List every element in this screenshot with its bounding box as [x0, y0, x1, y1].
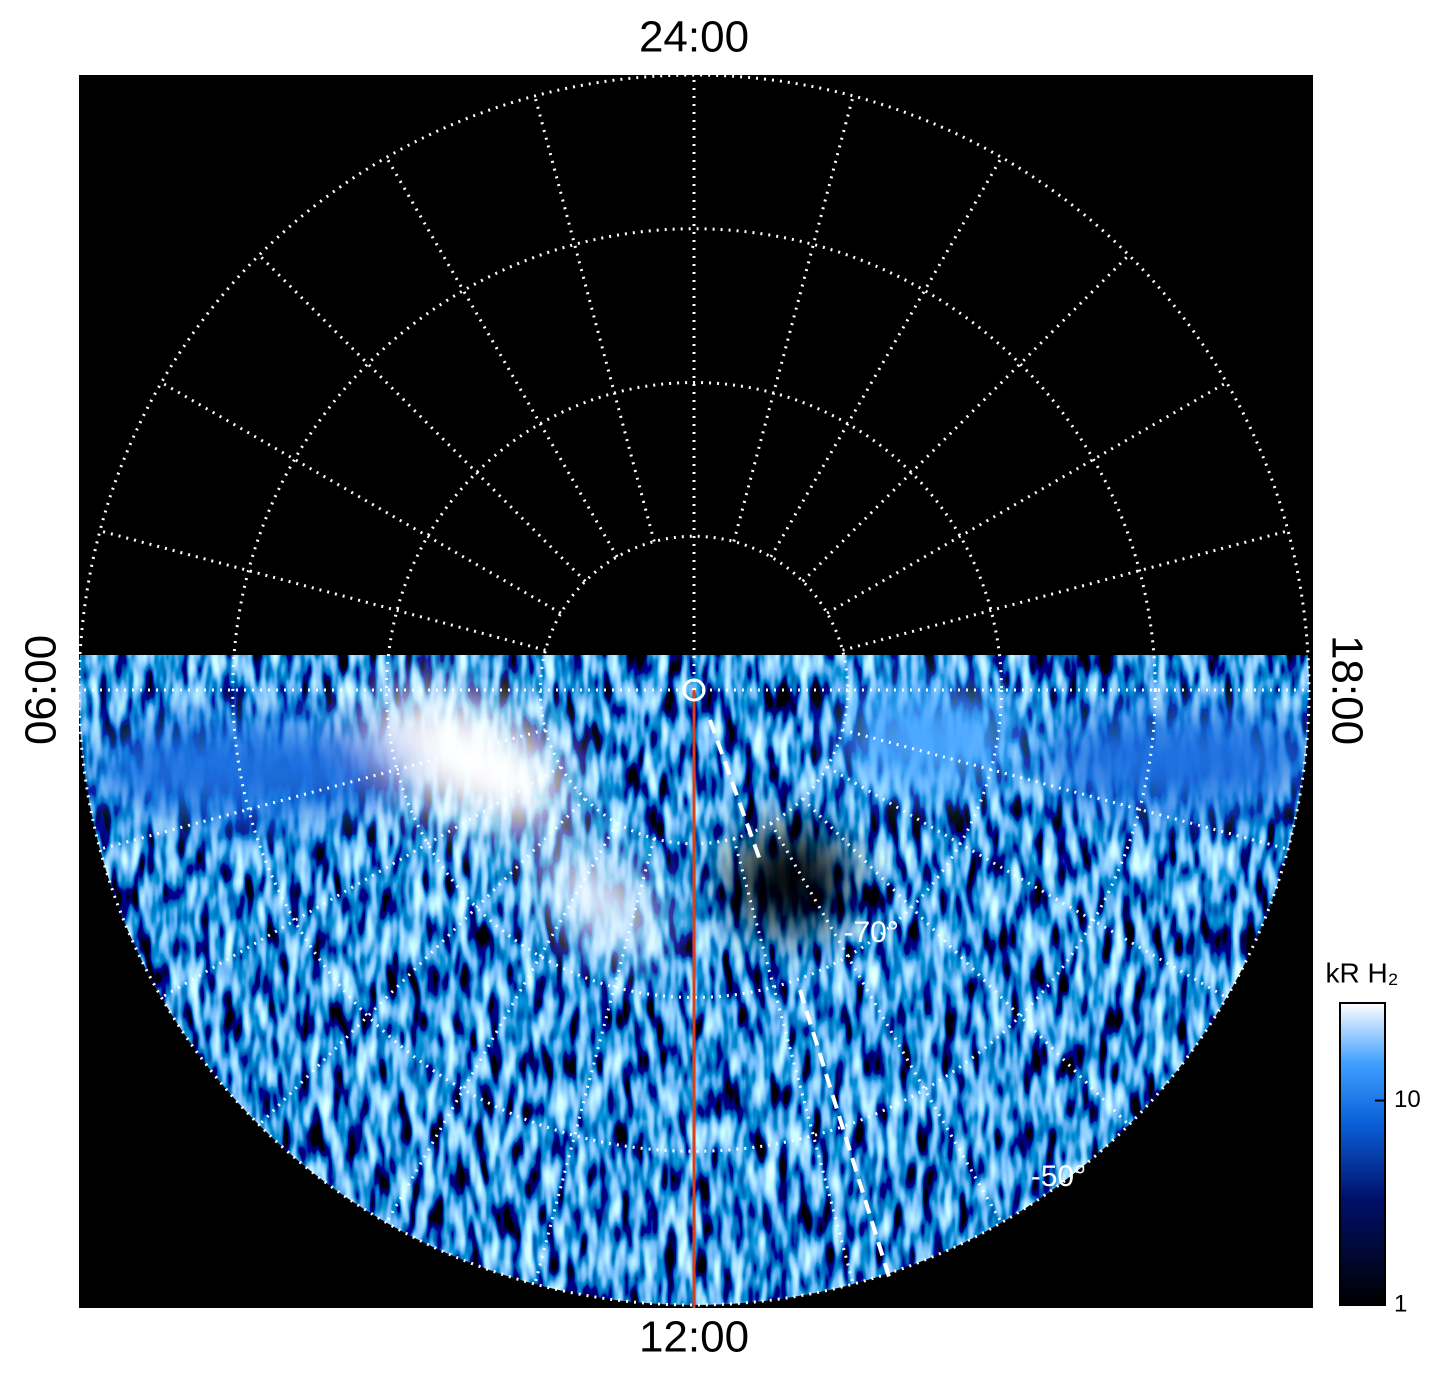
- time-label: 06:00: [17, 635, 66, 745]
- meridian: [533, 95, 656, 542]
- latitude-label: -70°: [844, 916, 899, 949]
- meridian: [732, 95, 855, 542]
- colorbar: [1339, 1002, 1386, 1306]
- polar-grid: [77, 73, 1311, 1307]
- meridian: [842, 529, 1289, 652]
- pole-marker: [682, 678, 706, 702]
- time-label: 12:00: [639, 1313, 749, 1362]
- meridian: [801, 797, 1130, 1126]
- meridian: [258, 797, 587, 1126]
- meridian: [769, 822, 1003, 1224]
- meridian: [385, 822, 619, 1224]
- meridian: [258, 254, 587, 583]
- colorbar-tick-label: 1: [1394, 1290, 1407, 1317]
- track: [708, 719, 892, 1281]
- meridian: [769, 156, 1003, 558]
- meridian: [99, 529, 546, 652]
- latitude-label: -50°: [1031, 1160, 1086, 1193]
- latitude-ring: [231, 227, 1157, 1153]
- time-label: 18:00: [1322, 635, 1371, 745]
- meridian: [842, 728, 1289, 851]
- latitude-ring: [77, 73, 1311, 1307]
- meridian: [385, 156, 619, 558]
- latitude-ring: [385, 381, 1003, 999]
- meridian: [160, 765, 562, 999]
- meridian: [826, 765, 1228, 999]
- colorbar-tick-label: 10: [1394, 1086, 1421, 1113]
- meridian: [533, 838, 656, 1285]
- meridian: [99, 728, 546, 851]
- meridian: [826, 381, 1228, 615]
- meridian: [801, 254, 1130, 583]
- meridian: [732, 838, 855, 1285]
- meridian: [160, 381, 562, 615]
- time-label: 24:00: [639, 13, 749, 62]
- colorbar-label: kR H₂: [1325, 957, 1398, 988]
